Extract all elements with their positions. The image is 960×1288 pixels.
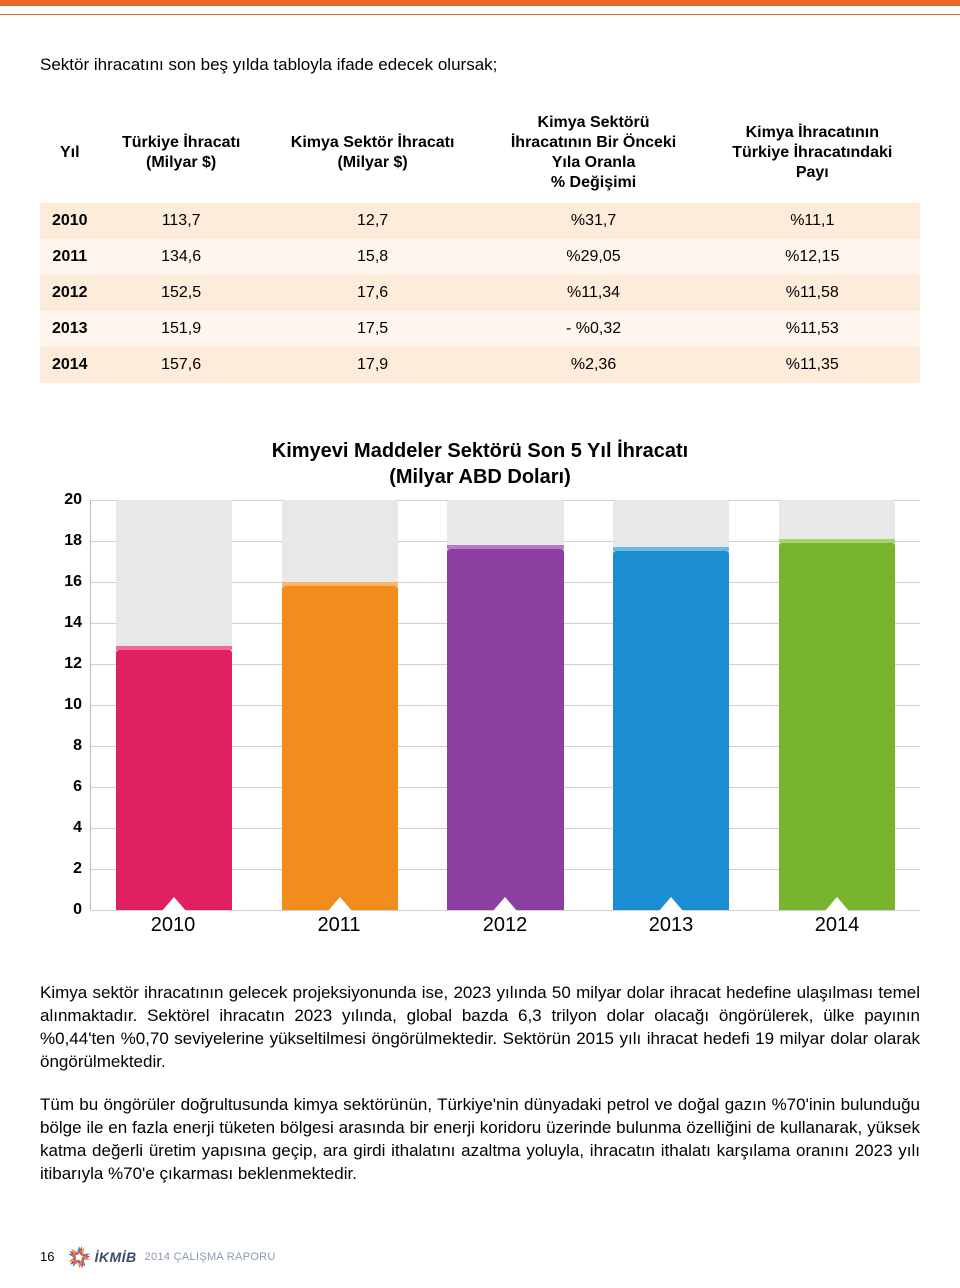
table-cell: 152,5 (100, 275, 263, 311)
table-column-header: Yıl (40, 103, 100, 203)
page-number: 16 (40, 1249, 54, 1264)
chart-bar (779, 500, 895, 910)
chart-bar-cap (116, 646, 232, 650)
chart-bar-value (447, 549, 563, 910)
chart-ytick-label: 0 (40, 901, 82, 919)
chart-bar-notch (659, 897, 683, 911)
table-column-header: Kimya Sektörüİhracatının Bir ÖncekiYıla … (483, 103, 705, 203)
chart-bar (282, 500, 398, 910)
chart-xlabel: 2010 (115, 910, 231, 937)
chart-x-labels: 2010 2011 2012 2013 2014 (90, 910, 920, 950)
chart-bar-notch (825, 897, 849, 911)
intro-text: Sektör ihracatını son beş yılda tabloyla… (40, 55, 920, 75)
table-cell: - %0,32 (483, 311, 705, 347)
table-column-header: Türkiye İhracatı(Milyar $) (100, 103, 263, 203)
chart-bar-notch (162, 897, 186, 911)
bar-chart: 02468101214161820 20102011201220132014 (40, 500, 920, 950)
chart-xlabel: 2011 (281, 910, 397, 937)
table-cell: 2011 (40, 239, 100, 275)
chart-bar-value (116, 650, 232, 910)
chart-bar-notch (328, 897, 352, 911)
chart-bar-value (613, 551, 729, 910)
top-thin-rule (0, 14, 960, 15)
chart-bars (91, 500, 920, 910)
chart-container: Kimyevi Maddeler Sektörü Son 5 Yıl İhrac… (40, 438, 920, 950)
table-cell: %2,36 (483, 347, 705, 383)
chart-xlabel: 2014 (779, 910, 895, 937)
chart-ytick-label: 16 (40, 573, 82, 591)
table-cell: 2010 (40, 203, 100, 239)
table-cell: 113,7 (100, 203, 263, 239)
chart-ytick-label: 6 (40, 778, 82, 796)
table-cell: 2014 (40, 347, 100, 383)
table-cell: 151,9 (100, 311, 263, 347)
chart-ytick-label: 4 (40, 819, 82, 837)
chart-ytick-label: 14 (40, 614, 82, 632)
chart-bar (613, 500, 729, 910)
chart-plot-area (90, 500, 920, 910)
table-cell: 134,6 (100, 239, 263, 275)
chart-xlabel: 2013 (613, 910, 729, 937)
chart-bar (447, 500, 563, 910)
body-paragraph-2: Tüm bu öngörüler doğrultusunda kimya sek… (40, 1094, 920, 1186)
chart-bar-value (282, 586, 398, 910)
page-content: Sektör ihracatını son beş yılda tabloyla… (0, 55, 960, 1206)
page-footer: 16 İKMİB 2014 ÇALIŞMA RAPORU (0, 1246, 960, 1288)
table-cell: 2013 (40, 311, 100, 347)
chart-ytick-label: 12 (40, 655, 82, 673)
table-cell: 17,5 (263, 311, 483, 347)
chart-xlabel: 2012 (447, 910, 563, 937)
chart-title: Kimyevi Maddeler Sektörü Son 5 Yıl İhrac… (40, 438, 920, 490)
table-column-header: Kimya İhracatınınTürkiye İhracatındakiPa… (705, 103, 920, 203)
table-cell: %11,58 (705, 275, 920, 311)
table-cell: %11,53 (705, 311, 920, 347)
table-header: YılTürkiye İhracatı(Milyar $)Kimya Sektö… (40, 103, 920, 203)
chart-ytick-label: 18 (40, 532, 82, 550)
table-column-header: Kimya Sektör İhracatı(Milyar $) (263, 103, 483, 203)
chart-bar-cap (447, 545, 563, 549)
table-body: 2010113,712,7%31,7%11,12011134,615,8%29,… (40, 203, 920, 383)
table-cell: %11,34 (483, 275, 705, 311)
table-cell: 15,8 (263, 239, 483, 275)
table-row: 2012152,517,6%11,34%11,58 (40, 275, 920, 311)
chart-ytick-label: 20 (40, 491, 82, 509)
table-cell: %29,05 (483, 239, 705, 275)
top-stripe (0, 0, 960, 6)
table-row: 2011134,615,8%29,05%12,15 (40, 239, 920, 275)
chart-bar-value (779, 543, 895, 910)
table-row: 2013151,917,5- %0,32%11,53 (40, 311, 920, 347)
table-cell: 2012 (40, 275, 100, 311)
table-cell: %31,7 (483, 203, 705, 239)
table-cell: %12,15 (705, 239, 920, 275)
table-cell: 17,9 (263, 347, 483, 383)
footer-report-title: 2014 ÇALIŞMA RAPORU (145, 1251, 276, 1263)
table-cell: %11,35 (705, 347, 920, 383)
chart-bar-cap (613, 547, 729, 551)
chart-ytick-label: 8 (40, 737, 82, 755)
footer-logo: İKMİB (68, 1246, 136, 1268)
table-cell: 157,6 (100, 347, 263, 383)
table-row: 2014157,617,9%2,36%11,35 (40, 347, 920, 383)
chart-bar (116, 500, 232, 910)
table-cell: 17,6 (263, 275, 483, 311)
table-row: 2010113,712,7%31,7%11,1 (40, 203, 920, 239)
chart-ytick-label: 10 (40, 696, 82, 714)
chart-bar-cap (779, 539, 895, 543)
chart-bar-notch (493, 897, 517, 911)
chart-ytick-label: 2 (40, 860, 82, 878)
table-cell: 12,7 (263, 203, 483, 239)
export-table: YılTürkiye İhracatı(Milyar $)Kimya Sektö… (40, 103, 920, 383)
logo-text: İKMİB (94, 1249, 136, 1265)
body-paragraph-1: Kimya sektör ihracatının gelecek projeks… (40, 982, 920, 1074)
chart-bar-cap (282, 582, 398, 586)
table-cell: %11,1 (705, 203, 920, 239)
logo-star-icon (68, 1246, 90, 1268)
